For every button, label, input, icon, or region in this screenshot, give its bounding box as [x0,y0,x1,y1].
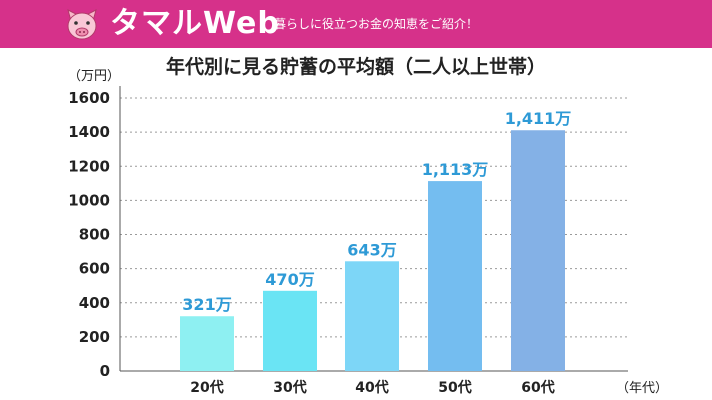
y-tick-label: 200 [79,328,110,346]
chart-title: 年代別に見る貯蓄の平均額（二人以上世帯） [165,56,546,78]
data-label: 470万 [265,270,314,289]
bar [180,316,234,371]
bars [180,130,565,371]
pig-icon[interactable] [62,4,102,44]
site-header: タマルWeb 暮らしに役立つお金の知恵をご紹介！ [0,0,712,48]
bar [511,130,565,371]
y-tick-label: 1000 [68,191,110,209]
x-tick-label: 20代 [190,379,223,396]
bar [428,181,482,371]
y-tick-label: 1200 [68,157,110,175]
x-tick-label: 50代 [438,379,471,396]
x-tick-label: 30代 [273,379,306,396]
y-tick-label: 600 [79,260,110,278]
x-tick-label: 40代 [355,379,388,396]
data-label: 1,411万 [505,109,572,128]
y-tick-label: 1600 [68,89,110,107]
data-label: 1,113万 [422,160,489,179]
site-tagline: 暮らしに役立つお金の知恵をご紹介！ [274,17,479,31]
brand-name[interactable]: タマルWeb [110,6,280,41]
x-tick-label: 60代 [521,379,554,396]
y-tick-label: 400 [79,294,110,312]
bar [263,290,317,371]
labels: 0 200 400 600 800 1000 1200 1400 1600 321万 20代 470万… [68,69,668,396]
bar [345,261,399,371]
y-tick-label: 1400 [68,123,110,141]
data-label: 643万 [347,240,396,259]
y-tick-label: 0 [100,362,110,380]
y-axis-unit-label: （万円） [68,69,120,84]
y-tick-label: 800 [79,226,110,244]
x-axis-unit-label: （年代） [616,381,668,396]
data-label: 321万 [182,295,231,314]
